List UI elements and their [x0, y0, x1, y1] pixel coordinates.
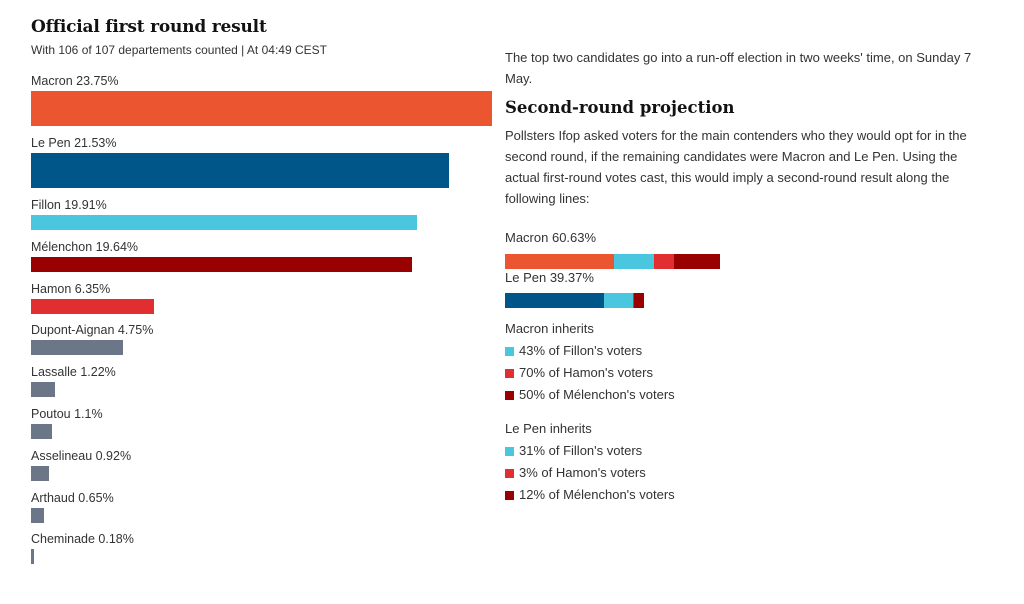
bar-row-macron: Macron 23.75% — [31, 74, 501, 126]
stacked-bar — [505, 254, 975, 269]
macron-inherits-legend: Macron inherits 43% of Fillon's voters 70… — [505, 321, 985, 409]
bar-label: Poutou 1.1% — [31, 407, 103, 421]
legend-swatch — [505, 368, 514, 378]
legend-swatch — [505, 346, 514, 356]
bar-row-le-pen: Le Pen 21.53% — [31, 136, 501, 188]
bar — [31, 549, 35, 565]
bar-label: Cheminade 0.18% — [31, 532, 134, 547]
legend-text: 12% of Mélenchon's voters — [519, 487, 675, 502]
bar-label: Fillon 19.91% — [31, 198, 107, 212]
bar — [31, 507, 44, 523]
legend-item: 12% of Mélenchon's voters — [505, 487, 985, 503]
bar-label: Dupont-Aignan 4.75% — [31, 323, 154, 338]
bar-row-asselineau: Asselineau 0.92% — [31, 448, 501, 481]
segment-own-first-round-vote — [505, 293, 605, 308]
bar — [31, 465, 49, 481]
segment-own-first-round-vote — [505, 254, 615, 269]
first-round-header: Official first round result With 106 of … — [31, 14, 501, 57]
stacked-bar — [505, 293, 975, 308]
lepen-inherits-items: 31% of Fillon's voters 3% of Hamon's vote… — [505, 443, 985, 503]
segment-m-lenchon-s-voters — [674, 254, 720, 269]
macron-inherits-items: 43% of Fillon's voters 70% of Hamon's vot… — [505, 343, 985, 403]
lepen-inherits-legend: Le Pen inherits 31% of Fillon's voters 3%… — [505, 421, 985, 509]
projection-panel: The top two candidates go into a run-off… — [505, 47, 985, 209]
first-round-bar-chart: Macron 23.75% Le Pen 21.53% Fillon 19.91% M… — [31, 74, 501, 574]
legend-item: 43% of Fillon's voters — [505, 343, 985, 359]
bar-row-fillon: Fillon 19.91% — [31, 198, 501, 230]
projection-label: Le Pen 39.37% — [505, 270, 594, 285]
bar-label: Macron 23.75% — [31, 74, 119, 88]
bar-label: Le Pen 21.53% — [31, 136, 117, 150]
segment-hamon-s-voters — [653, 254, 675, 269]
bar — [31, 91, 492, 126]
segment-fillon-s-voters — [604, 293, 633, 308]
legend-text: 70% of Hamon's voters — [519, 365, 653, 380]
bar-label: Hamon 6.35% — [31, 281, 111, 296]
bar-row-m-lenchon: Mélenchon 19.64% — [31, 239, 501, 272]
segment-hamon-s-voters — [632, 293, 634, 308]
legend-text: 43% of Fillon's voters — [519, 343, 643, 358]
segment-m-lenchon-s-voters — [633, 293, 645, 308]
second-round-stacked-chart: Macron 60.63% Le Pen 39.37% — [505, 230, 975, 320]
legend-swatch — [505, 468, 514, 478]
legend-item: 50% of Mélenchon's voters — [505, 387, 985, 403]
bar-label: Lassalle 1.22% — [31, 365, 116, 380]
legend-item: 70% of Hamon's voters — [505, 365, 985, 381]
legend-swatch — [505, 446, 514, 456]
bar-label: Arthaud 0.65% — [31, 490, 114, 505]
bar-row-cheminade: Cheminade 0.18% — [31, 532, 501, 565]
bar-label: Mélenchon 19.64% — [31, 239, 139, 254]
bar — [31, 298, 155, 314]
bar-row-hamon: Hamon 6.35% — [31, 281, 501, 314]
legend-item: 3% of Hamon's voters — [505, 465, 985, 481]
projection-title: Second-round projection — [505, 98, 735, 117]
bar — [31, 256, 413, 272]
bar — [31, 340, 124, 356]
bar-row-poutou: Poutou 1.1% — [31, 407, 501, 439]
legend-swatch — [505, 390, 514, 400]
bar — [31, 382, 55, 398]
bar-label: Asselineau 0.92% — [31, 448, 132, 463]
legend-swatch — [505, 490, 514, 500]
chart-title: Official first round result — [31, 17, 267, 37]
legend-text: 3% of Hamon's voters — [519, 465, 646, 480]
macron-inherits-heading: Macron inherits — [505, 321, 594, 336]
intro-paragraph: The top two candidates go into a run-off… — [505, 50, 972, 86]
lepen-projection-row: Le Pen 39.37% — [505, 270, 975, 308]
legend-text: 31% of Fillon's voters — [519, 443, 643, 458]
projection-label: Macron 60.63% — [505, 230, 597, 245]
legend-item: 31% of Fillon's voters — [505, 443, 985, 459]
lepen-inherits-heading: Le Pen inherits — [505, 421, 592, 436]
bar-row-lassalle: Lassalle 1.22% — [31, 365, 501, 398]
chart-subtitle: With 106 of 107 departements counted | A… — [31, 43, 327, 57]
bar — [31, 215, 418, 230]
bar — [31, 153, 449, 188]
legend-text: 50% of Mélenchon's voters — [519, 387, 675, 402]
segment-fillon-s-voters — [614, 254, 654, 269]
bar-row-dupont-aignan: Dupont-Aignan 4.75% — [31, 323, 501, 356]
bar — [31, 424, 53, 439]
bar-row-arthaud: Arthaud 0.65% — [31, 490, 501, 523]
macron-projection-row: Macron 60.63% — [505, 230, 975, 269]
projection-paragraph: Pollsters Ifop asked voters for the main… — [505, 128, 967, 206]
